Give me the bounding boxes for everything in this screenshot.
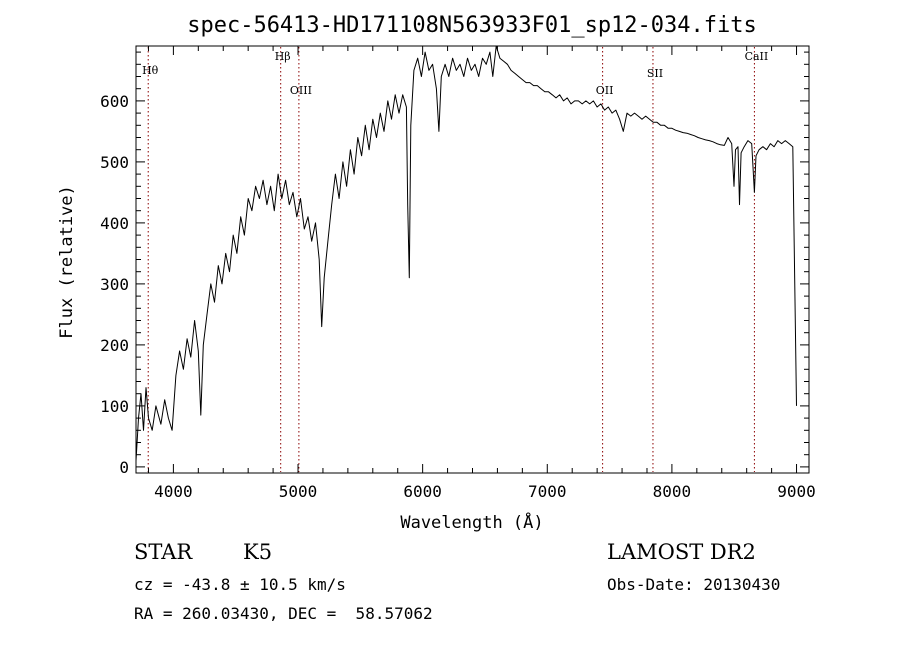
y-axis-label: Flux (relative) xyxy=(57,185,77,339)
spectral-line-markers: Hθ Hβ OIII OII SII CaII xyxy=(142,47,768,472)
y-tick-label: 300 xyxy=(100,275,129,294)
x-axis-ticks: 4000 5000 6000 7000 8000 9000 xyxy=(147,46,816,501)
y-tick-label: 400 xyxy=(100,214,129,233)
y-tick-label: 500 xyxy=(100,153,129,172)
x-axis-label: Wavelength (Å) xyxy=(400,511,543,533)
spectral-line-label: Hθ xyxy=(142,64,159,77)
x-tick-label: 9000 xyxy=(777,482,816,501)
spectrum-info: STAR K5 LAMOST DR2 cz = -43.8 ± 10.5 km/… xyxy=(134,540,780,623)
spectral-line-label: OII xyxy=(596,84,614,97)
y-axis-ticks: 0 100 200 300 400 500 600 xyxy=(100,51,809,477)
object-class: STAR xyxy=(134,540,193,564)
redshift-text: cz = -43.8 ± 10.5 km/s xyxy=(134,575,346,594)
x-tick-label: 6000 xyxy=(403,482,442,501)
y-tick-label: 600 xyxy=(100,92,129,111)
x-tick-label: 8000 xyxy=(653,482,692,501)
x-tick-label: 5000 xyxy=(279,482,318,501)
spectrum-line xyxy=(135,45,797,461)
x-tick-label: 7000 xyxy=(528,482,567,501)
spectral-line-label: Hβ xyxy=(275,50,291,63)
y-tick-label: 100 xyxy=(100,397,129,416)
y-tick-label: 200 xyxy=(100,336,129,355)
spectral-line-label: SII xyxy=(647,67,663,80)
survey-name: LAMOST DR2 xyxy=(607,540,756,564)
plot-frame xyxy=(135,45,810,474)
obs-date-text: Obs-Date: 20130430 xyxy=(607,575,780,594)
y-tick-label: 0 xyxy=(119,458,129,477)
spectral-line-label: OIII xyxy=(290,84,312,97)
object-subclass: K5 xyxy=(243,540,272,564)
chart-title: spec-56413-HD171108N563933F01_sp12-034.f… xyxy=(187,13,757,38)
coords-text: RA = 260.03430, DEC = 58.57062 xyxy=(134,604,433,623)
x-tick-label: 4000 xyxy=(154,482,193,501)
spectral-line-label: CaII xyxy=(745,50,769,63)
series-layer xyxy=(135,45,797,461)
